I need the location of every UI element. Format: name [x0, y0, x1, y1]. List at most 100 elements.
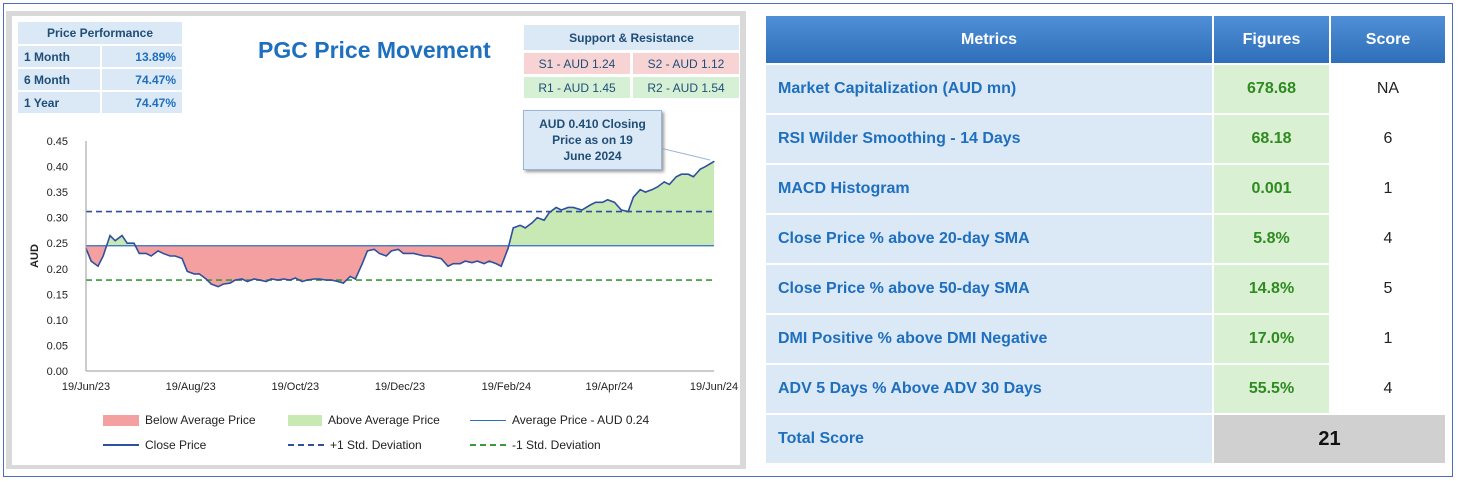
close-price-point — [102, 255, 104, 257]
close-price-point — [253, 278, 255, 280]
table-row: DMI Positive % above DMI Negative 17.0% … — [766, 315, 1445, 363]
close-price-point — [613, 201, 616, 203]
outer-frame — [3, 3, 1453, 477]
legend-label: Below Average Price — [145, 413, 256, 427]
legend-below-average: Below Average Price — [103, 413, 256, 427]
metric-name: DMI Positive % above DMI Negative — [766, 315, 1212, 363]
close-price-point — [601, 201, 604, 203]
y-tick-label: 0.35 — [47, 187, 68, 199]
performance-label: 6 Month — [18, 69, 100, 90]
close-price-point — [524, 227, 526, 229]
y-tick-label: 0.15 — [47, 289, 68, 301]
table-row: RSI Wilder Smoothing - 14 Days 68.18 6 — [766, 115, 1445, 163]
close-price-point — [198, 273, 200, 275]
close-price-point — [488, 260, 490, 262]
total-score-label: Total Score — [766, 415, 1212, 463]
close-price-point — [483, 263, 485, 265]
close-price-point — [620, 209, 622, 211]
performance-label: 1 Month — [18, 46, 100, 67]
legend-label: -1 Std. Deviation — [512, 438, 601, 452]
close-price-point — [589, 204, 592, 206]
support-2: S2 - AUD 1.12 — [633, 53, 739, 74]
close-price-point — [301, 280, 303, 283]
close-price-point — [222, 283, 224, 285]
legend-label: Close Price — [145, 438, 207, 452]
metric-figure: 17.0% — [1214, 315, 1329, 363]
close-price-point — [500, 265, 502, 267]
x-tick-label: 19/Feb/24 — [482, 381, 532, 393]
above-average-area — [86, 161, 714, 246]
performance-value: 13.89% — [102, 46, 182, 67]
close-price-point — [687, 173, 689, 175]
close-price-point — [507, 247, 509, 249]
close-price-point — [560, 209, 562, 211]
close-price-point — [157, 250, 159, 252]
close-price-point — [397, 248, 399, 250]
close-price-point — [656, 186, 658, 188]
performance-value: 74.47% — [102, 69, 182, 90]
close-price-point — [193, 273, 195, 275]
metric-name: RSI Wilder Smoothing - 14 Days — [766, 115, 1212, 163]
callout-text: AUD 0.410 Closing Price as on 19 June 20… — [539, 117, 646, 163]
close-price-point — [361, 263, 363, 265]
legend-swatch — [288, 444, 324, 446]
close-price-point — [402, 252, 405, 255]
price-performance-table: Price Performance 1 Month 13.89% 6 Month… — [16, 20, 184, 115]
close-price-point — [572, 206, 574, 209]
close-price-point — [639, 188, 641, 191]
table-row: ADV 5 Days % Above ADV 30 Days 55.5% 4 — [766, 365, 1445, 413]
support-1: S1 - AUD 1.24 — [524, 53, 630, 74]
legend-label: Average Price - AUD 0.24 — [512, 413, 650, 427]
close-price-point — [306, 279, 308, 281]
close-price-point — [277, 279, 279, 281]
price-performance-row: 1 Month 13.89% — [18, 46, 182, 67]
table-row: Market Capitalization (AUD mn) 678.68 NA — [766, 65, 1445, 113]
legend-swatch — [103, 414, 139, 426]
price-performance-row: 6 Month 74.47% — [18, 69, 182, 90]
close-price-point — [282, 278, 284, 280]
close-price-point — [713, 160, 715, 163]
close-price-point — [390, 250, 393, 252]
metric-score: 1 — [1331, 165, 1445, 213]
metric-name: Close Price % above 50-day SMA — [766, 265, 1212, 313]
close-price-point — [675, 176, 677, 178]
y-tick-label: 0.25 — [47, 238, 68, 250]
close-price-point — [512, 227, 514, 229]
close-price-point — [313, 278, 315, 280]
close-price-point — [342, 282, 344, 284]
close-price-point — [581, 209, 583, 211]
close-price-point — [699, 168, 701, 170]
y-axis-label: AUD — [29, 244, 41, 268]
close-price-point — [366, 250, 368, 252]
y-tick-label: 0.40 — [47, 162, 68, 174]
close-price-point — [109, 234, 111, 237]
table-row: Close Price % above 50-day SMA 14.8% 5 — [766, 265, 1445, 313]
metric-score: 5 — [1331, 265, 1445, 313]
close-price-point — [632, 196, 634, 198]
close-price-point — [289, 279, 291, 281]
legend-above-average: Above Average Price — [288, 413, 440, 427]
metric-figure: 0.001 — [1214, 165, 1329, 213]
y-tick-label: 0.05 — [47, 340, 68, 352]
metric-score: NA — [1331, 65, 1445, 113]
metric-figure: 55.5% — [1214, 365, 1329, 413]
metrics-header-row: Metrics Figures Score — [766, 16, 1445, 63]
below-average-area — [86, 245, 714, 287]
support-resistance-table: Support & Resistance S1 - AUD 1.24 S2 - … — [521, 22, 742, 101]
metric-name: Market Capitalization (AUD mn) — [766, 65, 1212, 113]
performance-value: 74.47% — [102, 92, 182, 113]
close-price-point — [548, 211, 550, 214]
x-tick-label: 19/Apr/24 — [585, 381, 633, 393]
y-tick-label: 0.10 — [47, 315, 68, 327]
close-price-point — [138, 252, 140, 255]
close-price-point — [145, 252, 147, 255]
legend-swatch — [470, 419, 506, 421]
metric-figure: 68.18 — [1214, 115, 1329, 163]
resistance-2: R2 - AUD 1.54 — [633, 77, 739, 98]
resistance-1: R1 - AUD 1.45 — [524, 77, 630, 98]
close-price-point — [536, 217, 538, 219]
score-header: Score — [1331, 16, 1445, 63]
metric-score: 6 — [1331, 115, 1445, 163]
metric-figure: 14.8% — [1214, 265, 1329, 313]
